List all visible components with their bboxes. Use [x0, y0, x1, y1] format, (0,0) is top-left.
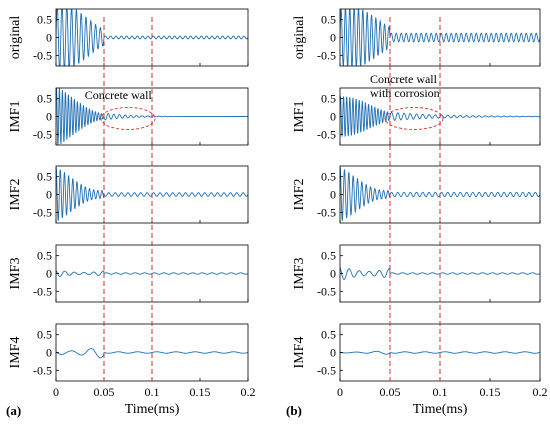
panel-label: (a): [6, 403, 21, 418]
series-name-label: IMF3: [8, 258, 23, 290]
series-name-label: IMF2: [292, 179, 307, 211]
y-tick-label: 0: [46, 346, 52, 360]
series-name-label: IMF3: [292, 258, 307, 290]
x-tick-label: 0.15: [190, 385, 211, 399]
y-tick-label: 0.5: [321, 92, 336, 106]
series-name-label: IMF2: [8, 179, 23, 211]
y-tick-label: -0.5: [317, 127, 336, 141]
x-axis-label: Time(ms): [125, 402, 180, 417]
y-tick-label: -0.5: [317, 48, 336, 62]
y-tick-label: 0.5: [37, 328, 52, 342]
y-tick-label: 0: [46, 188, 52, 202]
annotation-text: with corrosion: [370, 86, 440, 100]
y-tick-label: 0.5: [37, 92, 52, 106]
panel-b: 0.50-0.5original0.50-0.5IMF10.50-0.5IMF2…: [286, 8, 548, 418]
y-tick-label: 0: [330, 188, 336, 202]
y-tick-label: 0: [330, 267, 336, 281]
y-tick-label: 0.5: [37, 170, 52, 184]
y-tick-label: 0.5: [37, 249, 52, 263]
series-name-label: IMF1: [292, 101, 307, 133]
y-tick-label: -0.5: [33, 48, 52, 62]
y-tick-label: 0: [46, 267, 52, 281]
y-tick-label: 0: [330, 346, 336, 360]
y-tick-label: 0.5: [321, 328, 336, 342]
series-name-label: original: [8, 16, 23, 60]
y-tick-label: 0: [330, 31, 336, 45]
y-tick-label: -0.5: [33, 284, 52, 298]
annotation-ellipse: [384, 107, 444, 130]
y-tick-label: -0.5: [317, 284, 336, 298]
series-name-label: IMF4: [292, 337, 307, 369]
y-tick-label: 0: [46, 110, 52, 124]
x-tick-label: 0: [337, 385, 343, 399]
x-tick-label: 0.05: [380, 385, 401, 399]
y-tick-label: 0: [46, 31, 52, 45]
y-tick-label: -0.5: [33, 205, 52, 219]
y-tick-label: 0.5: [321, 170, 336, 184]
signal-line-IMF4: [56, 348, 248, 359]
x-tick-label: 0: [53, 385, 59, 399]
annotation-text: Concrete wall: [370, 72, 438, 86]
y-tick-label: -0.5: [317, 205, 336, 219]
x-tick-label: 0.1: [433, 385, 448, 399]
series-name-label: IMF1: [8, 101, 23, 133]
x-tick-label: 0.2: [241, 385, 256, 399]
series-name-label: original: [292, 16, 307, 60]
x-tick-label: 0.05: [94, 385, 115, 399]
x-axis-label: Time(ms): [413, 402, 468, 417]
y-tick-label: 0.5: [321, 13, 336, 27]
series-name-label: IMF4: [8, 337, 23, 369]
panel-label: (b): [286, 403, 302, 418]
x-tick-label: 0.2: [533, 385, 548, 399]
annotation-text: Concrete wall: [85, 88, 153, 102]
x-tick-label: 0.1: [145, 385, 160, 399]
annotation-ellipse: [100, 107, 156, 130]
y-tick-label: -0.5: [317, 363, 336, 377]
y-tick-label: 0.5: [37, 13, 52, 27]
y-tick-label: -0.5: [33, 363, 52, 377]
y-tick-label: 0.5: [321, 249, 336, 263]
x-tick-label: 0.15: [480, 385, 501, 399]
signal-line-IMF4: [340, 350, 540, 355]
y-tick-label: -0.5: [33, 127, 52, 141]
panel-a: 0.50-0.5original0.50-0.5IMF10.50-0.5IMF2…: [6, 8, 256, 418]
y-tick-label: 0: [330, 110, 336, 124]
